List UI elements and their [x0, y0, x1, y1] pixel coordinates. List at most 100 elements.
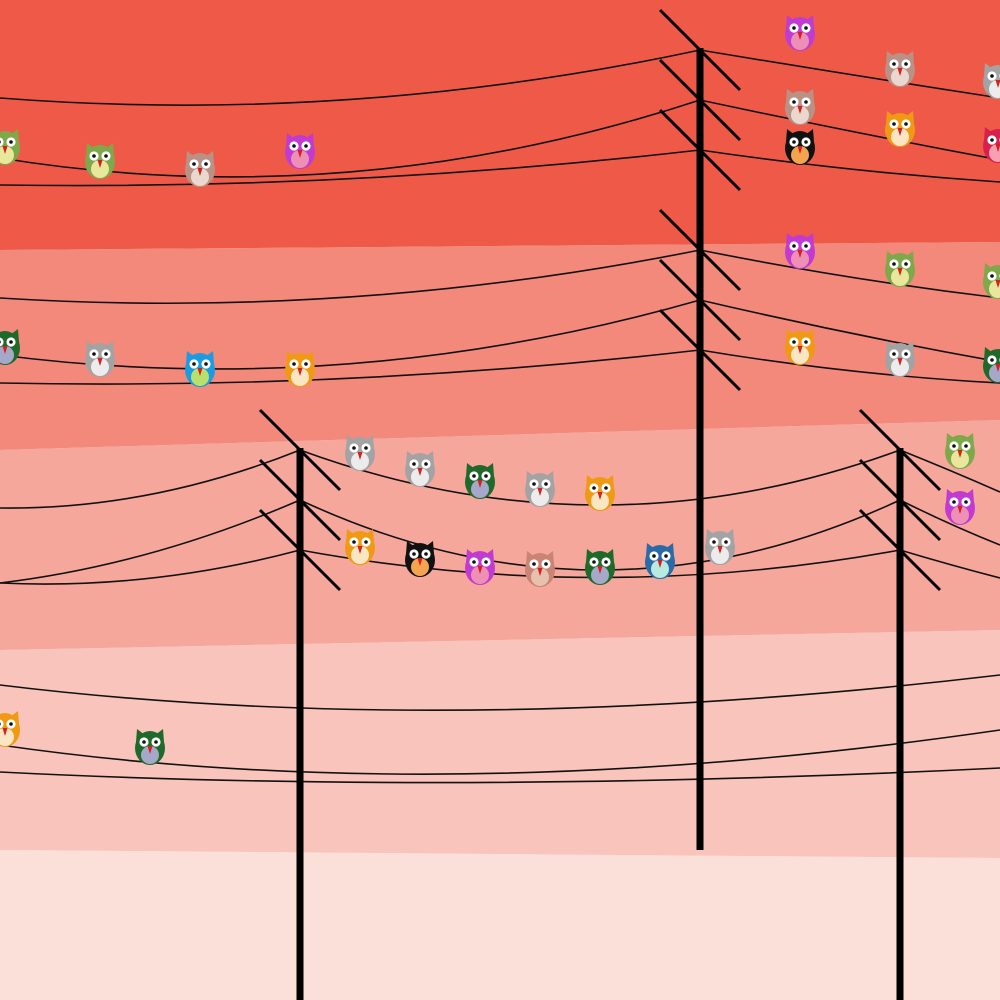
wire-10 — [699, 299, 1000, 363]
wire-21 — [899, 549, 1000, 579]
owl-beak — [297, 368, 303, 376]
owl-belly — [91, 160, 109, 178]
owl-beak — [897, 358, 903, 366]
cross-arm — [658, 308, 742, 392]
owl-right-1 — [945, 433, 975, 469]
owl-mid-6 — [0, 329, 20, 365]
band-1 — [0, 0, 1000, 250]
owl-belly — [791, 106, 809, 124]
owl-beak — [97, 160, 103, 168]
owl-beak — [995, 364, 1000, 372]
owl-lower-3 — [465, 549, 495, 585]
cross-arm — [658, 108, 742, 192]
band-5 — [0, 850, 1000, 1000]
owl-mid-7 — [85, 341, 115, 377]
owl-mid-3 — [983, 263, 1000, 299]
owl-red-10 — [185, 151, 215, 187]
owl-eye — [0, 137, 4, 147]
wire-6 — [699, 149, 1000, 183]
owl-beak — [147, 746, 153, 754]
owl-belly — [531, 568, 549, 586]
owl-beak — [995, 80, 1000, 88]
owl-mid-1 — [785, 233, 815, 269]
owl-belly — [0, 728, 14, 746]
cross-arm — [258, 458, 342, 542]
owl-bottom-1 — [0, 711, 20, 747]
owl-lower-4 — [525, 551, 555, 587]
owl-belly — [351, 546, 369, 564]
wire-1 — [0, 49, 701, 106]
owl-belly — [591, 492, 609, 510]
owl-belly — [411, 558, 429, 576]
owl-red-5 — [885, 111, 915, 147]
owl-belly — [471, 566, 489, 584]
owl-beak — [297, 150, 303, 158]
owl-eye — [0, 719, 4, 729]
owl-beak — [957, 506, 963, 514]
owl-beak — [97, 358, 103, 366]
owl-upper-1 — [345, 435, 375, 471]
pole-center — [658, 8, 742, 850]
owl-red-2 — [885, 51, 915, 87]
owl-belly — [0, 146, 14, 164]
owl-belly — [891, 68, 909, 86]
owl-beak — [597, 566, 603, 574]
owl-mid-2 — [885, 251, 915, 287]
owl-belly — [891, 268, 909, 286]
wire-2 — [699, 49, 1000, 99]
owl-lower-1 — [345, 529, 375, 565]
owl-mid-8 — [983, 347, 1000, 383]
owl-lower-5 — [585, 549, 615, 585]
owl-beak — [2, 146, 8, 154]
owl-beak — [995, 280, 1000, 288]
owl-beak — [797, 250, 803, 258]
owl-beak — [417, 468, 423, 476]
owl-beak — [797, 32, 803, 40]
owl-belly — [141, 746, 159, 764]
cross-arm — [258, 408, 342, 492]
owl-belly — [791, 146, 809, 164]
owl-mid-4 — [785, 329, 815, 365]
wire-4 — [699, 99, 1000, 161]
pole-left — [258, 408, 342, 1000]
owl-red-8 — [0, 129, 20, 165]
owl-beak — [2, 346, 8, 354]
owl-beak — [657, 560, 663, 568]
owl-beak — [477, 566, 483, 574]
owl-mid-10 — [285, 351, 315, 387]
owl-beak — [197, 168, 203, 176]
owl-beak — [717, 546, 723, 554]
cross-arm — [658, 58, 742, 142]
wire-12 — [699, 349, 1000, 384]
wire-8 — [699, 249, 1000, 299]
owl-mid-9 — [185, 351, 215, 387]
owl-red-6 — [785, 129, 815, 165]
owl-red-1 — [785, 15, 815, 51]
wire-18 — [899, 499, 1000, 546]
owl-belly — [591, 566, 609, 584]
wire-13 — [0, 449, 301, 509]
owl-belly — [891, 128, 909, 146]
owl-beak — [357, 452, 363, 460]
owl-bottom-2 — [135, 729, 165, 765]
owl-beak — [537, 488, 543, 496]
owl-upper-3 — [465, 463, 495, 499]
owl-beak — [797, 146, 803, 154]
owl-beak — [957, 450, 963, 458]
band-3 — [0, 420, 1000, 650]
owl-beak — [597, 492, 603, 500]
owl-lower-7 — [705, 529, 735, 565]
owl-upper-2 — [405, 451, 435, 487]
owl-beak — [897, 268, 903, 276]
wire-22 — [0, 674, 1000, 711]
wire-16 — [0, 499, 301, 584]
cross-arm — [658, 258, 742, 342]
owl-belly — [791, 250, 809, 268]
owl-beak — [477, 480, 483, 488]
owl-belly — [351, 452, 369, 470]
owl-beak — [897, 68, 903, 76]
cross-arm — [258, 508, 342, 592]
owl-belly — [291, 150, 309, 168]
